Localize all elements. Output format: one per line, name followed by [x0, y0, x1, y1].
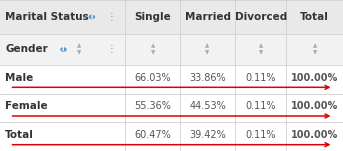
Ellipse shape — [90, 15, 94, 19]
Text: Single: Single — [134, 12, 171, 22]
Text: 0.11%: 0.11% — [246, 73, 276, 83]
Text: ▲: ▲ — [78, 43, 82, 48]
Text: ▼: ▼ — [205, 50, 210, 55]
Text: ▼: ▼ — [78, 51, 82, 56]
Text: ▲: ▲ — [312, 44, 317, 49]
Bar — [0, 94, 343, 122]
Text: 39.42%: 39.42% — [189, 130, 226, 140]
Text: 33.86%: 33.86% — [189, 73, 226, 83]
Text: ▲: ▲ — [205, 44, 210, 49]
Text: ⋮: ⋮ — [107, 44, 116, 55]
Text: ▼: ▼ — [151, 50, 155, 55]
Bar — [0, 0, 343, 34]
Text: 60.47%: 60.47% — [134, 130, 171, 140]
Text: Married: Married — [185, 12, 230, 22]
Text: ▲: ▲ — [259, 44, 263, 49]
Text: Total: Total — [300, 12, 329, 22]
Text: 55.36%: 55.36% — [134, 101, 171, 111]
Bar — [0, 122, 343, 151]
Text: 0.11%: 0.11% — [246, 101, 276, 111]
Text: ▼: ▼ — [259, 50, 263, 55]
Text: 44.53%: 44.53% — [189, 101, 226, 111]
Text: ⋮: ⋮ — [107, 12, 116, 22]
Text: Female: Female — [5, 101, 48, 111]
Ellipse shape — [61, 48, 66, 51]
Bar — [0, 65, 343, 94]
Text: i: i — [62, 45, 65, 53]
Text: Male: Male — [5, 73, 33, 83]
Text: i: i — [91, 13, 93, 21]
Text: Divorced: Divorced — [235, 12, 287, 22]
Text: Marital Status: Marital Status — [5, 12, 89, 22]
Text: 0.11%: 0.11% — [246, 130, 276, 140]
Text: Total: Total — [5, 130, 34, 140]
Text: 100.00%: 100.00% — [291, 130, 338, 140]
Text: 66.03%: 66.03% — [134, 73, 171, 83]
Text: 100.00%: 100.00% — [291, 101, 338, 111]
Text: Gender: Gender — [5, 44, 48, 55]
Bar — [0, 34, 343, 65]
Text: ▼: ▼ — [312, 50, 317, 55]
Text: 100.00%: 100.00% — [291, 73, 338, 83]
Text: ▲: ▲ — [151, 44, 155, 49]
